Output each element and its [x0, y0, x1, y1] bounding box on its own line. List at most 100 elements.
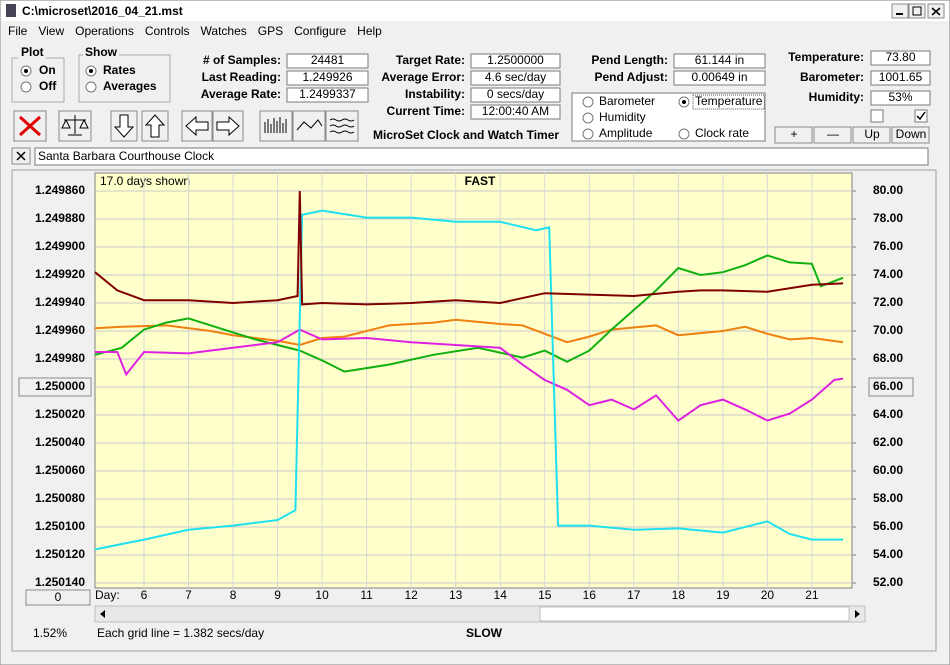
y-tick-label: 1.249860: [35, 183, 85, 197]
radio[interactable]: [582, 96, 594, 108]
y2-tick-label: 80.00: [873, 183, 903, 197]
left-icon: [185, 115, 209, 137]
down-icon: [113, 114, 135, 138]
legend-entry[interactable]: Humidity: [599, 110, 646, 124]
grid: [95, 173, 852, 588]
field-value: 12:00:40 AM: [482, 104, 549, 118]
menu-item[interactable]: Help: [357, 24, 382, 38]
slow-label: SLOW: [466, 626, 503, 640]
radio[interactable]: [85, 81, 97, 93]
show-label: Show: [85, 45, 118, 59]
bars-button[interactable]: [259, 110, 293, 142]
legend: Barometer Temperature Humidity Amplitude Clo…: [582, 94, 765, 140]
offset-button[interactable]: [25, 589, 91, 606]
y2-tick-label: 76.00: [873, 239, 903, 253]
readouts: # of Samples: 24481 Last Reading: 1.249926 A…: [201, 50, 931, 120]
legend-entry[interactable]: Clock rate: [695, 126, 749, 140]
field-value: 1.249926: [302, 70, 352, 84]
plot-label: Plot: [21, 45, 44, 59]
field-label: Average Error:: [381, 70, 465, 84]
series-line: [94, 318, 844, 347]
checkbox[interactable]: [914, 109, 928, 123]
menu-item[interactable]: Operations: [75, 24, 134, 38]
y-tick-label: 1.249900: [35, 239, 85, 253]
y-tick-label: 1.250060: [35, 463, 85, 477]
window-controls[interactable]: [891, 3, 945, 19]
menu-item[interactable]: Configure: [294, 24, 346, 38]
center-temp-button[interactable]: [868, 377, 914, 397]
center-rate-button[interactable]: [18, 377, 92, 397]
series-line: [95, 328, 844, 422]
field-box: [286, 70, 369, 86]
adjust-button-label: Up: [864, 127, 880, 141]
percent: 1.52%: [33, 626, 67, 640]
y-tick-label: 1.249940: [35, 295, 85, 309]
field-label: Average Rate:: [201, 87, 281, 101]
y2-tick-label: 64.00: [873, 407, 903, 421]
legend-entry[interactable]: Temperature: [695, 94, 763, 108]
x-tick-label: 13: [449, 588, 463, 602]
y-tick-label: 1.249980: [35, 351, 85, 365]
toolbar: [13, 110, 359, 142]
menu-bar: File View Operations Controls Watches GPS Conf…: [8, 24, 382, 38]
y-tick-label: 1.250000: [35, 379, 85, 393]
app-name: MicroSet Clock and Watch Timer: [373, 128, 559, 142]
legend-entry[interactable]: Amplitude: [599, 126, 653, 140]
y2-tick-label: 52.00: [873, 575, 903, 589]
days-shown: 17.0 days shown: [100, 174, 190, 188]
x-tick-label: 11: [360, 588, 373, 602]
y-tick-label: 1.250140: [35, 575, 85, 589]
field-label: Pend Length:: [591, 53, 668, 67]
y2-tick-label: 70.00: [873, 323, 903, 337]
y2-tick-label: 56.00: [873, 519, 903, 533]
y2-tick-label: 68.00: [873, 351, 903, 365]
scroll-thumb[interactable]: [539, 606, 850, 622]
adjust-button[interactable]: [813, 126, 852, 144]
radio[interactable]: [678, 128, 690, 140]
legend-entry[interactable]: Barometer: [599, 94, 655, 108]
close-icon: [16, 151, 26, 161]
x-tick-label: 12: [404, 588, 418, 602]
field-box: [470, 70, 561, 86]
field-label: Barometer:: [800, 70, 864, 84]
x-tick-label: 17: [627, 588, 641, 602]
field-box: [870, 50, 931, 66]
x-tick-label: 6: [141, 588, 148, 602]
series-line: [94, 209, 844, 551]
adjust-button-label: —: [827, 127, 839, 141]
x-tick-label: 10: [315, 588, 329, 602]
adjust-button[interactable]: [774, 126, 813, 144]
adjust-button[interactable]: [891, 126, 930, 144]
menu-item[interactable]: View: [38, 24, 64, 38]
fast-label: FAST: [465, 174, 496, 188]
adjust-button[interactable]: [852, 126, 891, 144]
radio[interactable]: [582, 112, 594, 124]
field-value: 1.2500000: [487, 53, 544, 67]
field-label: Current Time:: [387, 104, 465, 118]
clock-name-box[interactable]: [34, 147, 929, 166]
radio[interactable]: [20, 81, 32, 93]
menu-item[interactable]: File: [8, 24, 28, 38]
noise-icon: [329, 118, 355, 134]
x-tick-label: 14: [494, 588, 508, 602]
menu-item[interactable]: Watches: [201, 24, 247, 38]
checkbox[interactable]: [870, 109, 884, 123]
radio-dot: [24, 69, 28, 73]
y2-tick-label: 66.00: [873, 379, 903, 393]
field-label: Pend Adjust:: [594, 70, 668, 84]
menu-item[interactable]: GPS: [258, 24, 283, 38]
bars-icon: [264, 117, 287, 133]
menu-item[interactable]: Controls: [145, 24, 190, 38]
x-tick-label: 9: [274, 588, 281, 602]
field-label: Last Reading:: [202, 70, 281, 84]
radio[interactable]: [582, 128, 594, 140]
chart: 17.0 days shown FAST SLOW Day: Each grid…: [18, 173, 914, 640]
adjust-button-label: Down: [896, 127, 927, 141]
field-box: [470, 104, 561, 120]
x-tick-label: 18: [672, 588, 686, 602]
y-tick-label: 1.249960: [35, 323, 85, 337]
group-label-bg: [18, 52, 46, 64]
field-value: 73.80: [885, 50, 915, 64]
field-box: [470, 87, 561, 103]
x-tick-label: 15: [538, 588, 552, 602]
